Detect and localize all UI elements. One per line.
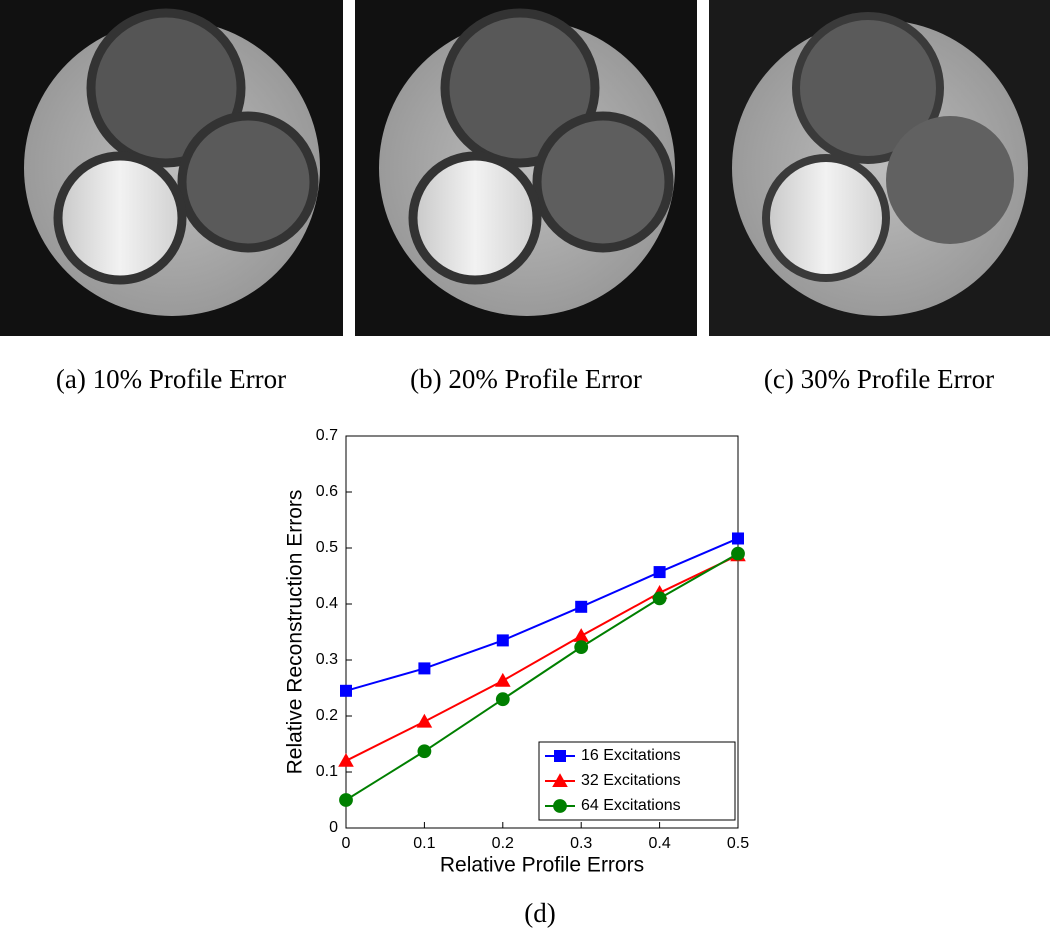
plot-area: [345, 435, 739, 829]
legend-label: 16 Excitations: [581, 747, 681, 764]
line: [345, 552, 739, 801]
y-tick-label: 0.7: [316, 427, 338, 444]
marker: [339, 793, 353, 807]
marker: [552, 773, 568, 787]
marker: [416, 713, 433, 728]
x-tick-label: 0.5: [727, 835, 749, 852]
caption: (c) 30% Profile Error: [764, 364, 994, 394]
marker: [653, 566, 666, 579]
marker: [338, 753, 354, 767]
line: [345, 554, 739, 762]
marker: [495, 672, 511, 687]
y-tick-label: 0.6: [316, 483, 338, 500]
line: [345, 537, 739, 692]
marker: [340, 684, 352, 697]
image-a: [0, 0, 343, 336]
x-tick-label: 0.2: [492, 835, 514, 852]
image-c: [709, 0, 1050, 336]
marker: [731, 546, 745, 561]
marker: [496, 634, 509, 647]
caption: (a) 10% Profile Error: [56, 364, 286, 394]
marker: [417, 744, 432, 759]
marker: [418, 662, 431, 675]
x-tick-label: 0.4: [648, 835, 670, 852]
caption: (d): [524, 898, 555, 928]
y-tick-label: 0.3: [316, 651, 338, 668]
y-tick-label: 0.2: [316, 707, 338, 724]
x-tick-label: 0.3: [570, 835, 592, 852]
marker: [652, 591, 667, 606]
x-tick-label: 0.1: [413, 835, 435, 852]
y-tick-label: 0.5: [316, 539, 338, 556]
y-tick-label: 0.4: [316, 595, 338, 612]
marker: [575, 600, 588, 613]
legend-label: 64 Excitations: [581, 797, 681, 814]
y-tick-label: 0.1: [316, 763, 338, 780]
y-tick-label: 0: [329, 819, 338, 836]
marker: [573, 628, 589, 642]
caption: (b) 20% Profile Error: [410, 364, 642, 394]
marker: [553, 799, 567, 813]
marker: [495, 692, 510, 707]
x-tick-label: 0: [342, 835, 351, 852]
x-axis-label: Relative Profile Errors: [440, 854, 644, 877]
marker: [732, 532, 744, 545]
marker: [574, 640, 589, 655]
legend-label: 32 Excitations: [581, 772, 681, 789]
y-axis-label: Relative Reconstruction Errors: [284, 490, 307, 775]
image-b: [355, 0, 697, 336]
marker: [554, 750, 566, 762]
